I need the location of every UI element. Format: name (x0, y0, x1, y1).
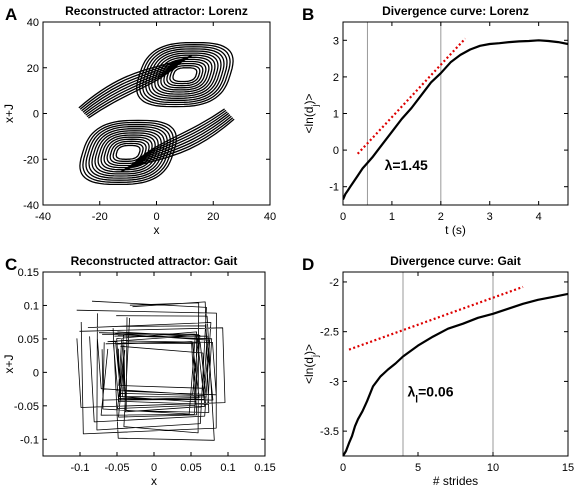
y-tick-label: 20 (27, 63, 39, 75)
plot-area (343, 272, 568, 456)
y-tick-label: 0 (333, 145, 339, 157)
x-axis-label: x (154, 223, 160, 237)
x-tick-label: 0 (340, 211, 346, 223)
x-axis-label: x (151, 474, 157, 488)
plot-area (343, 22, 568, 205)
x-tick-label: 2 (438, 211, 444, 223)
x-tick-label: 0.05 (180, 462, 201, 474)
panel-letter: B (302, 5, 314, 24)
x-tick-label: 15 (562, 462, 574, 474)
panel-title: Divergence curve: Gait (390, 254, 521, 268)
divergence-line (343, 39, 568, 200)
plot-area (78, 41, 235, 186)
y-tick-label: -0.05 (14, 401, 39, 413)
y-tick-label: 0 (33, 109, 39, 121)
axes-frame (342, 271, 569, 457)
y-tick-label: -3 (329, 376, 339, 388)
y-tick-label: -2.5 (320, 327, 339, 339)
x-axis-label: t (s) (445, 223, 466, 237)
attractor-trajectory (78, 41, 235, 186)
y-axis-label: <ln(dj)> (302, 93, 320, 133)
x-tick-label: 4 (536, 211, 542, 223)
panel-title: Divergence curve: Lorenz (382, 4, 529, 18)
axes-frame (42, 271, 266, 457)
panel-d: D Divergence curve: Gait 0 5 10 15 -2 -2.5 -3 -3.… (302, 254, 574, 488)
y-axis-label: x+J (2, 354, 16, 373)
y-tick-label: 0 (33, 367, 39, 379)
y-axis-label: <ln(dj)> (302, 344, 320, 384)
panel-c: C Reconstructed attractor: Gait -0.1 -0.05 0… (2, 254, 276, 488)
y-tick-label: -20 (23, 154, 39, 166)
x-tick-label: 10 (487, 462, 499, 474)
x-axis-label: # strides (433, 474, 478, 488)
y-tick-label: -3.5 (320, 426, 339, 438)
y-tick-label: 0.1 (24, 300, 39, 312)
x-tick-label: 0 (151, 462, 157, 474)
y-tick-label: 1 (333, 109, 339, 121)
y-tick-label: 40 (27, 17, 39, 29)
x-tick-label: -40 (35, 211, 51, 223)
y-tick-label: 0.15 (18, 267, 39, 279)
fit-line (356, 37, 467, 155)
divergence-line (343, 292, 568, 456)
y-tick-label: -2 (329, 277, 339, 289)
x-tick-label: 20 (207, 211, 219, 223)
fit-line (348, 285, 524, 351)
y-tick-label: 0.05 (18, 334, 39, 346)
x-tick-label: -20 (92, 211, 108, 223)
axes-frame (342, 21, 569, 206)
panel-title: Reconstructed attractor: Lorenz (65, 4, 248, 18)
y-axis-label: x+J (2, 104, 16, 123)
lambda-annotation: λl=0.06 (408, 383, 454, 405)
x-tick-label: 0 (340, 462, 346, 474)
x-tick-label: -0.1 (71, 462, 90, 474)
x-tick-label: 0.15 (254, 462, 275, 474)
x-tick-label: -0.05 (104, 462, 129, 474)
y-tick-label: -40 (23, 200, 39, 212)
plot-area (76, 300, 226, 441)
x-tick-label: 0 (153, 211, 159, 223)
x-tick-label: 0.1 (220, 462, 235, 474)
panel-letter: A (5, 5, 17, 24)
panel-a: A Reconstructed attractor: Lorenz -40 -20 0 2… (2, 4, 276, 237)
panel-title: Reconstructed attractor: Gait (71, 254, 238, 268)
x-tick-label: 5 (415, 462, 421, 474)
x-tick-label: 40 (264, 211, 276, 223)
y-tick-label: 2 (333, 72, 339, 84)
panel-b: B Divergence curve: Lorenz 0 1 2 3 4 3 2 1 0 -1 t (s… (302, 4, 569, 237)
y-tick-label: -1 (329, 182, 339, 194)
y-tick-label: 3 (333, 35, 339, 47)
y-tick-label: -0.1 (20, 434, 39, 446)
panel-letter: D (302, 255, 314, 274)
x-tick-label: 1 (389, 211, 395, 223)
panel-letter: C (5, 255, 17, 274)
attractor-trajectory (76, 300, 226, 441)
x-tick-label: 3 (487, 211, 493, 223)
lambda-annotation: λ=1.45 (385, 157, 428, 173)
